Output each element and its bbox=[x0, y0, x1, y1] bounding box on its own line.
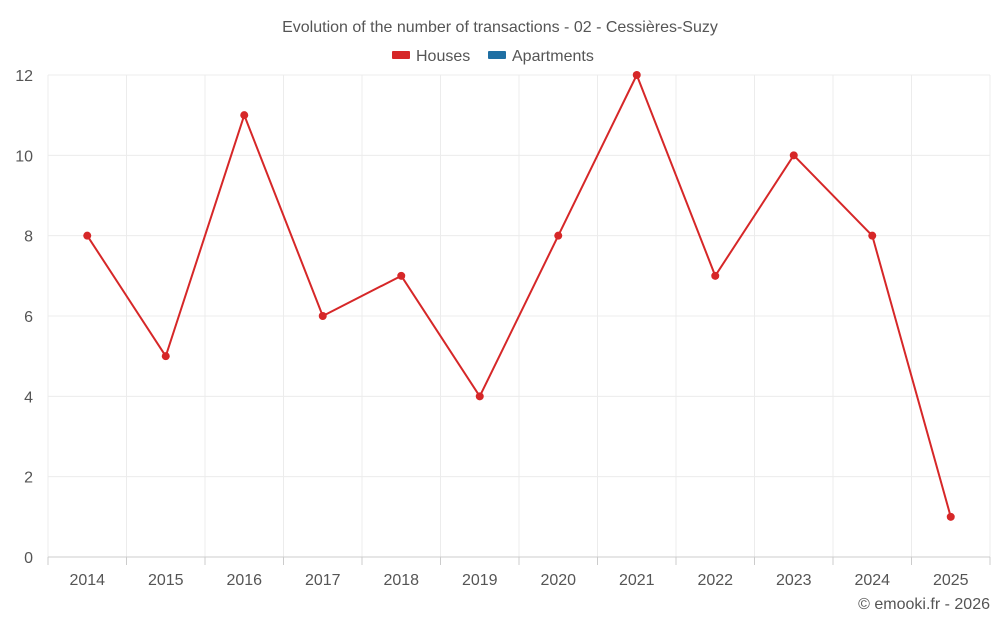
data-point-houses[interactable] bbox=[475, 392, 484, 401]
data-point-houses[interactable] bbox=[868, 231, 877, 240]
series-houses bbox=[83, 71, 955, 521]
data-point-houses[interactable] bbox=[711, 271, 720, 280]
x-tick-label: 2022 bbox=[697, 572, 733, 589]
x-tick-label: 2015 bbox=[148, 572, 184, 589]
x-tick-label: 2024 bbox=[854, 572, 890, 589]
data-point-houses[interactable] bbox=[789, 151, 798, 160]
y-axis-ticks: 0 2 4 6 8 10 12 bbox=[15, 68, 33, 567]
y-tick-label: 10 bbox=[15, 148, 33, 165]
x-tick-label: 2021 bbox=[619, 572, 655, 589]
x-tick-label: 2018 bbox=[383, 572, 419, 589]
x-tick-label: 2016 bbox=[226, 572, 262, 589]
legend-label-apartments: Apartments bbox=[512, 48, 594, 65]
x-tick-label: 2014 bbox=[69, 572, 105, 589]
data-point-houses[interactable] bbox=[632, 71, 641, 79]
legend-item-apartments[interactable]: Apartments bbox=[488, 48, 594, 65]
y-tick-label: 4 bbox=[24, 389, 33, 406]
credit-text: © emooki.fr - 2026 bbox=[858, 596, 990, 613]
y-tick-label: 6 bbox=[24, 309, 33, 326]
legend: Houses Apartments bbox=[392, 48, 594, 65]
legend-swatch-apartments bbox=[488, 51, 506, 59]
x-tick-label: 2023 bbox=[776, 572, 812, 589]
x-tick-label: 2017 bbox=[305, 572, 341, 589]
data-point-houses[interactable] bbox=[318, 312, 327, 320]
series-line-houses bbox=[86, 74, 952, 518]
x-axis-ticks: 2014 2015 2016 2017 2018 2019 2020 2021 2022 2023… bbox=[47, 557, 991, 589]
data-point-houses[interactable] bbox=[240, 111, 249, 120]
y-tick-label: 8 bbox=[24, 229, 33, 246]
chart-title: Evolution of the number of transactions … bbox=[282, 19, 718, 36]
data-point-houses[interactable] bbox=[946, 512, 955, 521]
y-tick-label: 2 bbox=[24, 470, 33, 487]
y-tick-label: 0 bbox=[24, 550, 33, 567]
legend-label-houses: Houses bbox=[416, 48, 470, 65]
x-tick-label: 2019 bbox=[462, 572, 498, 589]
x-tick-label: 2020 bbox=[540, 572, 576, 589]
x-tick-label: 2025 bbox=[933, 572, 969, 589]
data-point-houses[interactable] bbox=[397, 271, 406, 280]
y-tick-label: 12 bbox=[15, 68, 33, 85]
data-point-houses[interactable] bbox=[161, 352, 170, 361]
legend-swatch-houses bbox=[392, 51, 410, 59]
data-point-houses[interactable] bbox=[83, 231, 92, 240]
data-point-houses[interactable] bbox=[554, 231, 563, 240]
legend-item-houses[interactable]: Houses bbox=[392, 48, 470, 65]
